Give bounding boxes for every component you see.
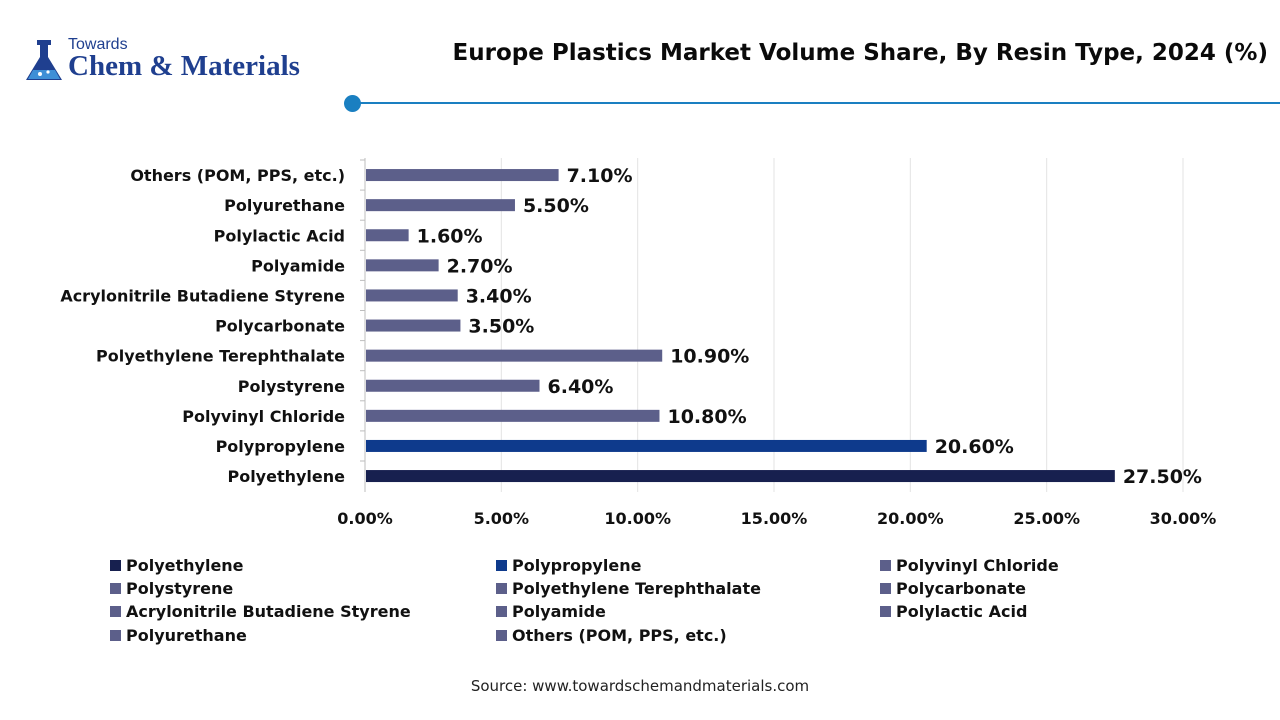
legend-swatch bbox=[110, 560, 121, 571]
bar bbox=[366, 439, 927, 452]
bar bbox=[366, 349, 663, 362]
value-label: 3.50% bbox=[468, 316, 534, 338]
title-rule bbox=[352, 102, 1280, 104]
bar bbox=[366, 229, 409, 242]
bar bbox=[366, 409, 660, 422]
legend: Polyethylene Polypropylene Polyvinyl Chlor… bbox=[110, 556, 1240, 652]
x-tick-label: 30.00% bbox=[1150, 509, 1217, 528]
legend-swatch bbox=[880, 560, 891, 571]
legend-item: Polyamide bbox=[496, 602, 606, 621]
source-note: Source: www.towardschemandmaterials.com bbox=[470, 677, 810, 695]
category-label: Acrylonitrile Butadiene Styrene bbox=[60, 286, 345, 305]
legend-item: Polyethylene Terephthalate bbox=[496, 579, 761, 598]
category-label: Polypropylene bbox=[216, 437, 346, 456]
legend-item: Others (POM, PPS, etc.) bbox=[496, 626, 727, 645]
bar bbox=[366, 199, 515, 212]
legend-label: Acrylonitrile Butadiene Styrene bbox=[126, 602, 411, 621]
legend-label: Others (POM, PPS, etc.) bbox=[512, 626, 727, 645]
value-label: 5.50% bbox=[523, 195, 589, 217]
legend-label: Polylactic Acid bbox=[896, 602, 1028, 621]
bar bbox=[366, 379, 540, 392]
legend-label: Polypropylene bbox=[512, 556, 642, 575]
legend-label: Polycarbonate bbox=[896, 579, 1026, 598]
legend-swatch bbox=[496, 560, 507, 571]
value-label: 7.10% bbox=[567, 165, 633, 187]
bar bbox=[366, 289, 458, 302]
legend-label: Polystyrene bbox=[126, 579, 234, 598]
value-label: 6.40% bbox=[548, 376, 614, 398]
value-label: 10.90% bbox=[670, 346, 749, 368]
logo-line2: Chem & Materials bbox=[68, 50, 300, 82]
legend-label: Polyethylene Terephthalate bbox=[512, 579, 761, 598]
legend-label: Polyvinyl Chloride bbox=[896, 556, 1059, 575]
bar bbox=[366, 470, 1115, 483]
legend-swatch bbox=[880, 606, 891, 617]
x-tick-label: 5.00% bbox=[474, 509, 530, 528]
legend-swatch bbox=[110, 630, 121, 641]
category-label: Polycarbonate bbox=[215, 317, 345, 336]
legend-swatch bbox=[110, 606, 121, 617]
x-tick-label: 20.00% bbox=[877, 509, 944, 528]
legend-item: Polyethylene bbox=[110, 556, 244, 575]
x-tick-label: 10.00% bbox=[604, 509, 671, 528]
category-label: Others (POM, PPS, etc.) bbox=[130, 166, 345, 185]
legend-label: Polyamide bbox=[512, 602, 606, 621]
legend-item: Acrylonitrile Butadiene Styrene bbox=[110, 602, 411, 621]
x-tick-label: 25.00% bbox=[1013, 509, 1080, 528]
category-label: Polyvinyl Chloride bbox=[182, 407, 345, 426]
legend-label: Polyurethane bbox=[126, 626, 247, 645]
category-label: Polyamide bbox=[251, 256, 345, 275]
bar-chart: 0.00% 5.00% 10.00% 15.00% 20.00% 25.00% 30.00%… bbox=[60, 158, 1217, 528]
legend-label: Polyethylene bbox=[126, 556, 244, 575]
value-label: 20.60% bbox=[935, 436, 1014, 458]
value-label: 1.60% bbox=[417, 225, 483, 247]
category-label: Polystyrene bbox=[238, 377, 345, 396]
legend-swatch bbox=[110, 583, 121, 594]
legend-item: Polystyrene bbox=[110, 579, 233, 598]
bar bbox=[366, 169, 559, 182]
logo-line1: Towards bbox=[68, 36, 128, 53]
brand-logo: Towards Chem & Materials bbox=[22, 36, 342, 88]
legend-item: Polylactic Acid bbox=[880, 602, 1027, 621]
legend-swatch bbox=[496, 606, 507, 617]
value-label: 2.70% bbox=[447, 255, 513, 277]
legend-item: Polyurethane bbox=[110, 626, 247, 645]
value-label: 27.50% bbox=[1123, 466, 1202, 488]
legend-item: Polypropylene bbox=[496, 556, 641, 575]
legend-item: Polyvinyl Chloride bbox=[880, 556, 1059, 575]
value-label: 3.40% bbox=[466, 285, 532, 307]
category-label: Polylactic Acid bbox=[214, 226, 345, 245]
legend-item: Polycarbonate bbox=[880, 579, 1026, 598]
legend-swatch bbox=[496, 583, 507, 594]
bar bbox=[366, 319, 461, 332]
bar bbox=[366, 259, 439, 272]
category-label: Polyurethane bbox=[224, 196, 345, 215]
value-label: 10.80% bbox=[667, 406, 746, 428]
legend-swatch bbox=[880, 583, 891, 594]
category-label: Polyethylene Terephthalate bbox=[96, 347, 345, 366]
category-label: Polyethylene bbox=[227, 467, 345, 486]
chart-title: Europe Plastics Market Volume Share, By … bbox=[452, 40, 1268, 66]
title-rule-dot bbox=[344, 95, 361, 112]
x-tick-label: 15.00% bbox=[741, 509, 808, 528]
flask-icon bbox=[26, 40, 62, 80]
x-tick-label: 0.00% bbox=[337, 509, 393, 528]
legend-swatch bbox=[496, 630, 507, 641]
